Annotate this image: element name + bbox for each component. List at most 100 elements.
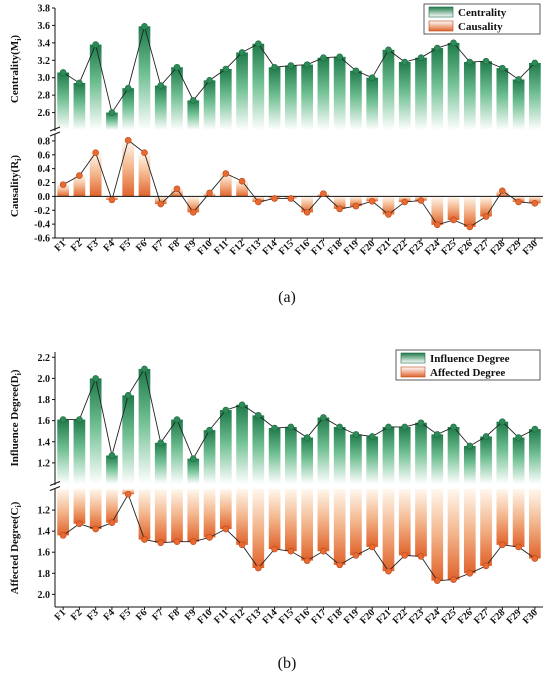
legend-label-bottom: Causality: [458, 21, 503, 33]
bottom-bar: [187, 489, 200, 542]
top-point: [417, 54, 425, 61]
bottom-bar: [236, 181, 248, 197]
top-bar: [73, 82, 86, 130]
top-point: [401, 58, 409, 66]
top-y-tick-label: 2.0: [38, 374, 51, 385]
top-point: [303, 434, 311, 441]
x-tick-label: F14: [261, 607, 280, 626]
top-bar: [122, 88, 135, 130]
top-bar: [268, 428, 281, 484]
chart-panel-b: 1.2 1.4 1.6 1.8 2.0 2.2 Influence Degree(Di) 1.…: [9, 349, 543, 672]
bottom-point: [401, 198, 409, 206]
bottom-point: [157, 539, 165, 547]
x-tick-label: F1: [53, 238, 69, 254]
top-bar: [350, 434, 362, 484]
top-bar: [398, 62, 411, 130]
bottom-bar: [382, 489, 395, 572]
x-tick-label: F26: [456, 238, 475, 257]
x-tick-label: F7: [150, 607, 166, 623]
x-tick-label: F11: [212, 607, 231, 626]
top-bar: [106, 112, 118, 130]
bottom-point: [59, 181, 67, 188]
top-point: [141, 22, 148, 30]
top-point: [515, 76, 522, 83]
x-tick-label: F12: [228, 607, 247, 626]
top-point: [108, 452, 116, 459]
bottom-point: [189, 209, 197, 216]
top-point: [157, 82, 165, 89]
bottom-point: [303, 557, 311, 564]
bottom-bar: [219, 489, 232, 530]
top-point: [531, 425, 539, 433]
top-point: [255, 40, 262, 48]
x-tick-label: F10: [195, 238, 214, 257]
bottom-bar: [496, 489, 509, 545]
top-bar: [512, 79, 525, 130]
bottom-point: [222, 525, 230, 533]
top-bar: [236, 52, 248, 130]
top-point: [222, 65, 230, 73]
bottom-y-tick-label: 1.4: [38, 527, 51, 538]
x-tick-label: F10: [195, 607, 214, 626]
top-point: [271, 424, 278, 432]
x-tick-label: F2: [69, 607, 85, 623]
top-series-line: [62, 24, 536, 114]
bottom-point: [206, 534, 213, 541]
x-tick-label: F23: [407, 238, 426, 257]
top-point: [189, 97, 197, 104]
top-bar: [301, 437, 313, 484]
top-bar: [431, 434, 444, 484]
x-tick-label: F15: [277, 607, 296, 626]
bottom-bar: [219, 173, 232, 197]
bottom-bar: [480, 489, 492, 566]
top-point: [417, 419, 425, 427]
top-point: [466, 442, 474, 450]
bottom-bar: [154, 196, 167, 205]
top-bar: [219, 69, 232, 130]
bottom-y-tick-label: -0.4: [34, 220, 50, 231]
bottom-bar: [447, 489, 460, 580]
bottom-bar: [285, 489, 297, 552]
x-tick-label: F14: [261, 238, 280, 257]
bottom-bar: [187, 196, 200, 213]
top-point: [76, 79, 83, 87]
bottom-bar: [333, 489, 346, 565]
top-y-tick-label: 1.4: [38, 437, 51, 448]
bottom-point: [352, 552, 360, 559]
x-tick-label: F7: [150, 238, 166, 254]
x-tick-label: F30: [521, 238, 540, 257]
bottom-y-tick-label: 2.0: [38, 590, 51, 601]
bottom-y-axis-label: Causality(Ri): [9, 155, 23, 217]
x-tick-label: F22: [391, 607, 410, 626]
top-point: [499, 64, 506, 72]
bottom-bar: [73, 175, 86, 197]
top-point: [76, 416, 83, 423]
x-tick-label: F21: [374, 607, 393, 626]
top-point: [173, 416, 181, 423]
top-bar: [89, 378, 102, 484]
top-bar: [268, 67, 281, 130]
bottom-bar: [236, 489, 248, 545]
x-tick-label: F18: [326, 607, 345, 626]
top-bar: [317, 57, 330, 130]
top-point: [271, 63, 278, 71]
x-tick-label: F26: [456, 607, 475, 626]
legend-swatch-bottom: [428, 20, 454, 32]
top-bar: [480, 436, 492, 484]
bottom-point: [320, 190, 327, 197]
bottom-point: [287, 195, 295, 202]
bottom-bar: [268, 489, 281, 550]
bottom-bar: [529, 196, 541, 204]
bottom-point: [352, 202, 360, 210]
bottom-bar: [301, 489, 313, 561]
bottom-point: [320, 547, 327, 555]
x-tick-label: F5: [118, 607, 134, 623]
legend-swatch-top: [428, 6, 454, 18]
x-tick-label: F17: [309, 607, 328, 626]
top-bar: [415, 422, 427, 484]
top-point: [433, 431, 441, 438]
top-point: [157, 439, 165, 447]
bottom-bar: [122, 140, 135, 197]
x-tick-label: F16: [293, 607, 312, 626]
bottom-bar: [154, 489, 167, 543]
